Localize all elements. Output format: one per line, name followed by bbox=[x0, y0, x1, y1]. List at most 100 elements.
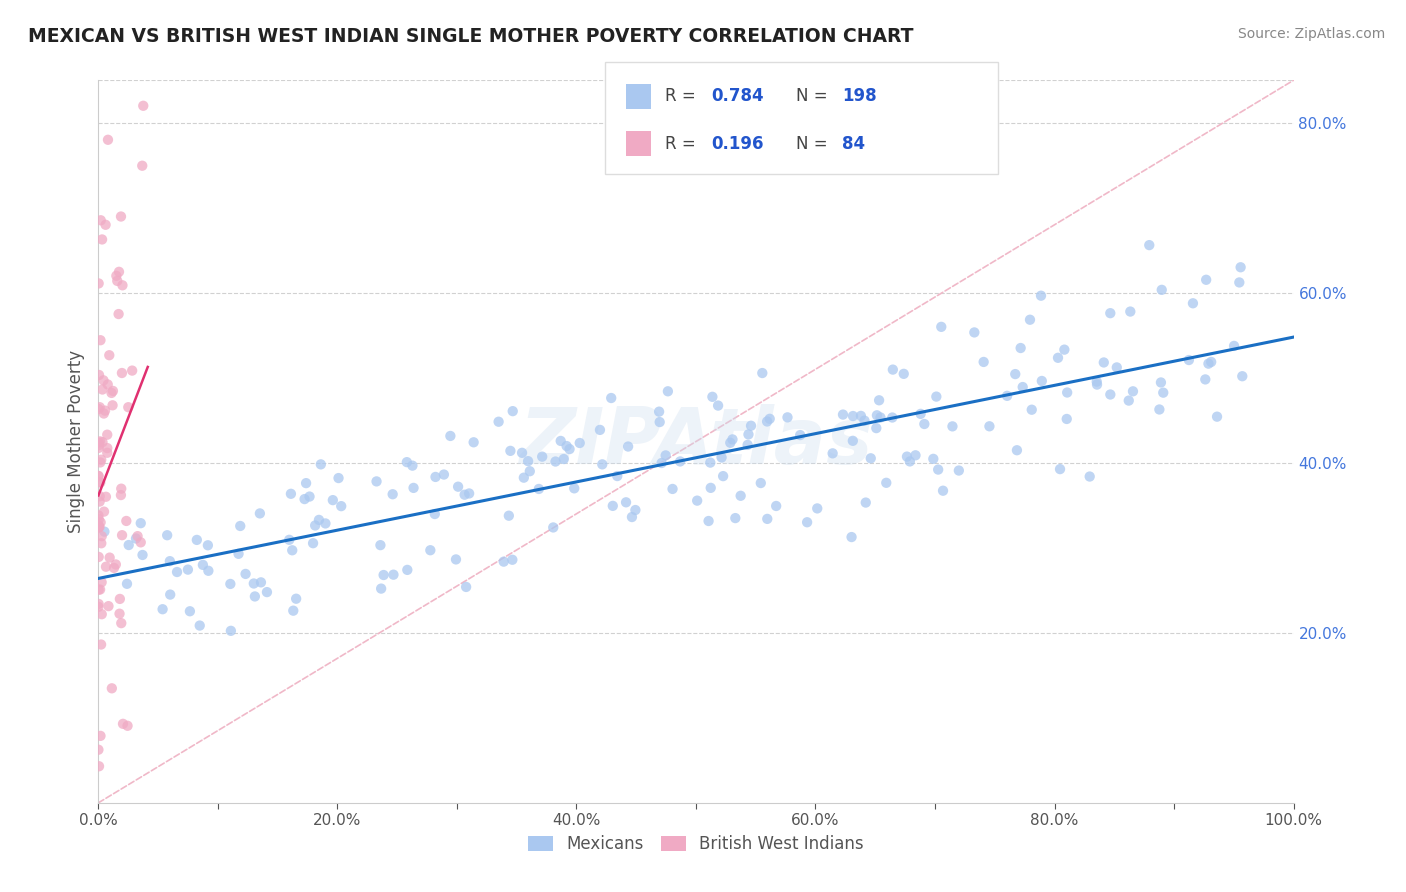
Point bbox=[381, 487, 404, 501]
Point bbox=[90, 575, 112, 590]
Point bbox=[127, 529, 149, 543]
Point bbox=[121, 363, 143, 377]
Text: N =: N = bbox=[796, 135, 832, 153]
Point bbox=[97, 133, 120, 147]
Point bbox=[235, 566, 257, 581]
Point bbox=[606, 469, 628, 483]
Point bbox=[568, 436, 591, 450]
Point bbox=[108, 265, 131, 279]
Point bbox=[910, 407, 932, 421]
Point bbox=[107, 307, 129, 321]
Point bbox=[904, 448, 927, 462]
Point bbox=[111, 366, 134, 380]
Point bbox=[131, 159, 153, 173]
Point bbox=[110, 616, 132, 631]
Point bbox=[87, 435, 110, 450]
Point bbox=[108, 591, 131, 606]
Point bbox=[159, 554, 181, 568]
Point bbox=[90, 607, 112, 622]
Point bbox=[177, 563, 200, 577]
Point bbox=[93, 505, 115, 519]
Point bbox=[751, 366, 773, 380]
Point bbox=[995, 389, 1018, 403]
Point bbox=[842, 434, 865, 448]
Point bbox=[152, 602, 174, 616]
Point bbox=[600, 391, 623, 405]
Point bbox=[868, 393, 890, 408]
Point bbox=[243, 590, 266, 604]
Point bbox=[89, 729, 111, 743]
Point bbox=[91, 383, 114, 397]
Point bbox=[89, 455, 111, 469]
Point bbox=[229, 519, 252, 533]
Point bbox=[132, 99, 155, 113]
Point bbox=[562, 481, 585, 495]
Point bbox=[302, 536, 325, 550]
Point bbox=[929, 319, 952, 334]
Point bbox=[869, 410, 891, 425]
Point bbox=[101, 681, 124, 696]
Point bbox=[1011, 380, 1033, 394]
Point bbox=[447, 480, 470, 494]
Point bbox=[925, 390, 948, 404]
Point bbox=[912, 417, 935, 431]
Point bbox=[166, 565, 188, 579]
Point bbox=[898, 454, 921, 468]
Point bbox=[686, 493, 709, 508]
Point bbox=[118, 538, 141, 552]
Point bbox=[105, 274, 128, 288]
Text: R =: R = bbox=[665, 87, 702, 105]
Point bbox=[250, 575, 273, 590]
Point bbox=[125, 532, 148, 546]
Point bbox=[550, 434, 572, 448]
Point bbox=[90, 638, 112, 652]
Point bbox=[1005, 443, 1028, 458]
Point bbox=[87, 521, 110, 535]
Point bbox=[100, 386, 122, 401]
Point bbox=[91, 232, 114, 246]
Point bbox=[89, 520, 111, 534]
Point bbox=[1119, 304, 1142, 318]
Point bbox=[699, 481, 721, 495]
Point bbox=[87, 277, 110, 291]
Point bbox=[707, 399, 730, 413]
Point bbox=[330, 499, 353, 513]
Point bbox=[104, 558, 127, 572]
Point bbox=[219, 577, 242, 591]
Point bbox=[865, 421, 887, 435]
Point bbox=[366, 475, 388, 489]
Point bbox=[97, 377, 120, 392]
Y-axis label: Single Mother Poverty: Single Mother Poverty bbox=[66, 350, 84, 533]
Point bbox=[117, 401, 139, 415]
Point bbox=[396, 563, 419, 577]
Point bbox=[558, 442, 581, 456]
Point bbox=[89, 333, 111, 347]
Point bbox=[370, 538, 392, 552]
Point bbox=[651, 456, 673, 470]
Point bbox=[1152, 385, 1174, 400]
Point bbox=[1078, 469, 1101, 483]
Point bbox=[281, 543, 304, 558]
Point bbox=[602, 499, 624, 513]
Point bbox=[718, 435, 741, 450]
Point bbox=[425, 470, 447, 484]
Text: R =: R = bbox=[665, 135, 702, 153]
Point bbox=[89, 489, 111, 503]
Point bbox=[1049, 462, 1071, 476]
Point bbox=[1031, 374, 1053, 388]
Point bbox=[111, 528, 134, 542]
Point bbox=[711, 469, 734, 483]
Point bbox=[544, 454, 567, 468]
Point bbox=[89, 434, 111, 449]
Point bbox=[256, 585, 278, 599]
Point bbox=[1199, 355, 1222, 369]
Point bbox=[882, 362, 904, 376]
Point bbox=[98, 550, 121, 565]
Point bbox=[893, 367, 915, 381]
Point bbox=[191, 558, 214, 572]
Text: MEXICAN VS BRITISH WEST INDIAN SINGLE MOTHER POVERTY CORRELATION CHART: MEXICAN VS BRITISH WEST INDIAN SINGLE MO… bbox=[28, 27, 914, 45]
Point bbox=[395, 455, 418, 469]
Point bbox=[882, 410, 904, 425]
Point bbox=[87, 441, 110, 455]
Point bbox=[896, 450, 918, 464]
